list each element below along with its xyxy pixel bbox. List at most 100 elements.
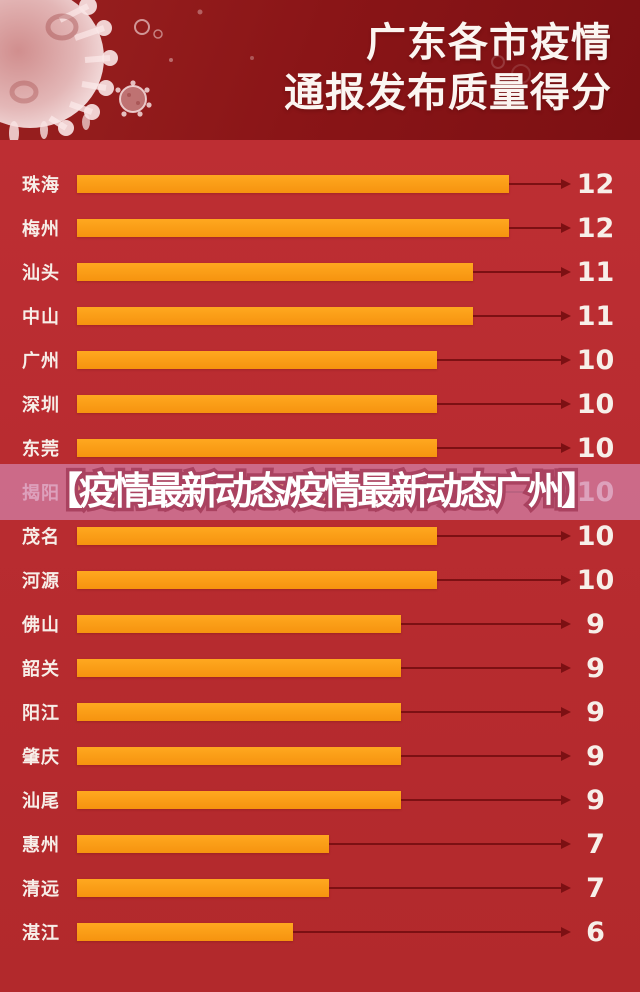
bar-track — [77, 747, 571, 765]
bar — [77, 615, 401, 633]
value-label: 10 — [576, 388, 615, 420]
arrow-connector — [437, 355, 571, 365]
bar — [77, 791, 401, 809]
bar — [77, 659, 401, 677]
chart-row: 东莞 10 — [0, 426, 640, 470]
chart-row: 汕头 11 — [0, 250, 640, 294]
value-label: 11 — [576, 256, 615, 288]
value-label: 10 — [576, 564, 615, 596]
value-label: 9 — [586, 740, 605, 772]
category-label: 茂名 — [22, 527, 60, 547]
arrowhead-icon — [561, 751, 571, 761]
header: 广东各市疫情 通报发布质量得分 — [0, 0, 640, 140]
bar-track — [77, 175, 571, 193]
bar-track — [77, 439, 571, 457]
category-label: 梅州 — [22, 219, 60, 239]
arrowhead-icon — [561, 575, 571, 585]
arrowhead-icon — [561, 839, 571, 849]
arrowhead-icon — [561, 399, 571, 409]
category-label: 中山 — [22, 307, 60, 327]
watermark-banner: 【疫情最新动态/疫情最新动态广州】 【疫情最新动态/疫情最新动态广州】 — [0, 464, 640, 520]
category-label: 东莞 — [22, 439, 60, 459]
arrow-connector — [401, 663, 571, 673]
chart-row: 珠海 12 — [0, 162, 640, 206]
value-label: 7 — [586, 872, 605, 904]
watermark-text-outline: 【疫情最新动态/疫情最新动态广州】 — [41, 468, 603, 517]
bar — [77, 307, 473, 325]
bar-track — [77, 571, 571, 589]
arrow-connector — [401, 751, 571, 761]
category-label: 深圳 — [22, 395, 60, 415]
bar-track — [77, 263, 571, 281]
chart-row: 深圳 10 — [0, 382, 640, 426]
medium-virus-icon — [115, 80, 152, 117]
arrowhead-icon — [561, 619, 571, 629]
page-title-line1: 广东各市疫情 — [366, 21, 612, 65]
watermark-text: 【疫情最新动态/疫情最新动态广州】 — [44, 471, 600, 513]
bar — [77, 879, 329, 897]
page-title-line2: 通报发布质量得分 — [284, 71, 612, 115]
bar-track — [77, 527, 571, 545]
bar — [77, 351, 437, 369]
bar — [77, 527, 437, 545]
category-label: 广州 — [22, 351, 60, 371]
arrow-connector — [401, 619, 571, 629]
arrow-connector — [473, 311, 571, 321]
chart-row: 肇庆 9 — [0, 734, 640, 778]
chart-row: 清远 7 — [0, 866, 640, 910]
bar-track — [77, 219, 571, 237]
value-label: 6 — [586, 916, 605, 948]
value-label: 9 — [586, 652, 605, 684]
category-label: 汕头 — [22, 263, 60, 283]
chart-row: 湛江 6 — [0, 910, 640, 954]
value-label: 9 — [586, 696, 605, 728]
arrow-connector — [509, 179, 571, 189]
arrowhead-icon — [561, 707, 571, 717]
bar-track — [77, 659, 571, 677]
bar-track — [77, 835, 571, 853]
arrow-connector — [437, 531, 571, 541]
chart-row: 韶关 9 — [0, 646, 640, 690]
bar-track — [77, 791, 571, 809]
value-label: 9 — [586, 608, 605, 640]
arrow-connector — [509, 223, 571, 233]
category-label: 河源 — [22, 571, 60, 591]
bar-chart: 珠海 12 梅州 12 汕头 11 中山 — [0, 140, 640, 992]
arrow-connector — [437, 399, 571, 409]
bar-track — [77, 703, 571, 721]
arrowhead-icon — [561, 355, 571, 365]
big-virus-icon — [0, 0, 118, 140]
arrowhead-icon — [561, 179, 571, 189]
value-label: 11 — [576, 300, 615, 332]
value-label: 10 — [576, 520, 615, 552]
bar-track — [77, 395, 571, 413]
bar — [77, 219, 509, 237]
chart-row: 中山 11 — [0, 294, 640, 338]
category-label: 阳江 — [22, 703, 60, 723]
arrow-connector — [329, 883, 571, 893]
chart-row: 汕尾 9 — [0, 778, 640, 822]
value-label: 12 — [576, 212, 615, 244]
value-label: 9 — [586, 784, 605, 816]
category-label: 惠州 — [22, 835, 60, 855]
bar — [77, 263, 473, 281]
value-label: 10 — [576, 432, 615, 464]
arrow-connector — [329, 839, 571, 849]
category-label: 珠海 — [22, 175, 60, 195]
arrowhead-icon — [561, 795, 571, 805]
arrowhead-icon — [561, 443, 571, 453]
category-label: 汕尾 — [22, 791, 60, 811]
value-label: 10 — [576, 344, 615, 376]
bar — [77, 835, 329, 853]
virus-illustration — [0, 0, 582, 140]
chart-row: 惠州 7 — [0, 822, 640, 866]
arrowhead-icon — [561, 531, 571, 541]
bar — [77, 747, 401, 765]
value-label: 12 — [576, 168, 615, 200]
bar-chart-rows: 珠海 12 梅州 12 汕头 11 中山 — [0, 162, 640, 954]
category-label: 湛江 — [22, 923, 60, 943]
bar — [77, 439, 437, 457]
arrow-connector — [401, 795, 571, 805]
page-title: 广东各市疫情 通报发布质量得分 — [284, 18, 612, 118]
